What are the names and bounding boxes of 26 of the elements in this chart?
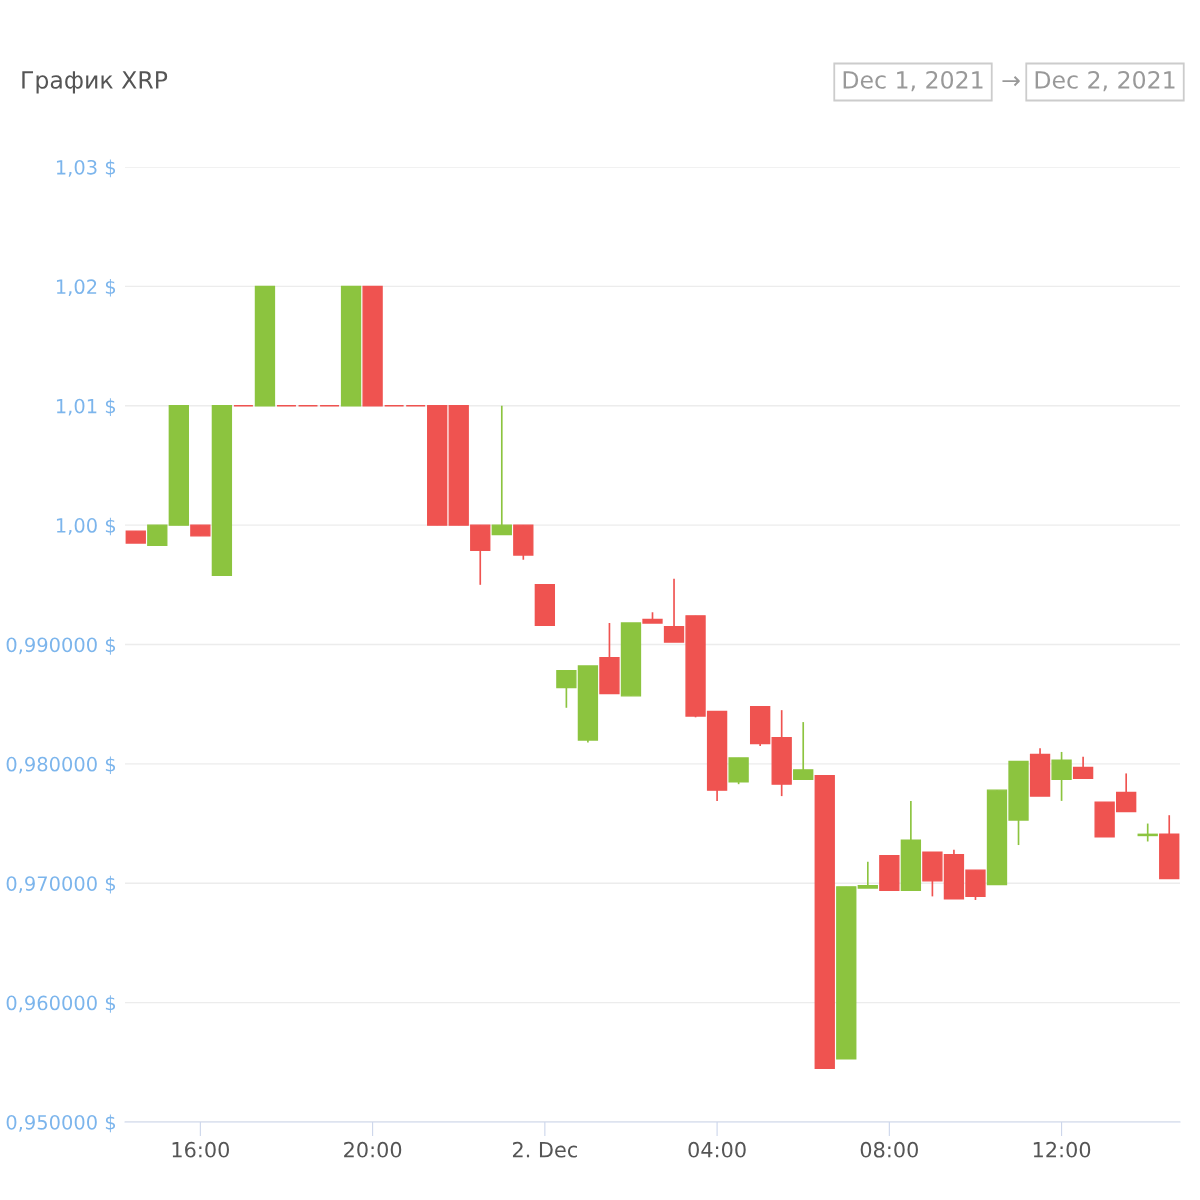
x-tick-label: 20:00	[344, 1141, 402, 1158]
y-tick-label: 0,980000 $	[6, 756, 116, 775]
y-tick-label: 0,990000 $	[6, 637, 116, 655]
y-tick-label: 0,950000 $	[6, 1114, 116, 1133]
candlestick	[491, 404, 512, 536]
chart-title: График XRP	[22, 71, 168, 94]
candlestick	[1051, 751, 1072, 802]
y-tick-label: 1,00 $	[56, 517, 116, 536]
y-tick-label: 0,970000 $	[6, 875, 116, 894]
text: Dec 2, 2021	[1035, 70, 1175, 92]
text: →	[1002, 76, 1020, 87]
candlestick	[1072, 755, 1094, 780]
text: Dec 1, 2021	[843, 70, 983, 92]
x-tick-label: 12:00	[1033, 1141, 1091, 1158]
y-tick-label: 1,03 $	[56, 159, 116, 178]
candlestick	[728, 757, 749, 786]
candlestick	[147, 524, 168, 547]
x-tick-label: 16:00	[172, 1141, 229, 1158]
y-tick-label: 0,960000 $	[6, 995, 116, 1013]
y-tick-label: 1,02 $	[56, 278, 116, 297]
x-tick-label: 2. Dec	[512, 1141, 577, 1158]
y-tick-label: 1,01 $	[56, 398, 116, 416]
x-tick-label: 08:00	[860, 1141, 918, 1158]
x-tick-label: 04:00	[688, 1141, 746, 1158]
candlestick	[793, 721, 814, 781]
candlestick	[857, 860, 878, 889]
